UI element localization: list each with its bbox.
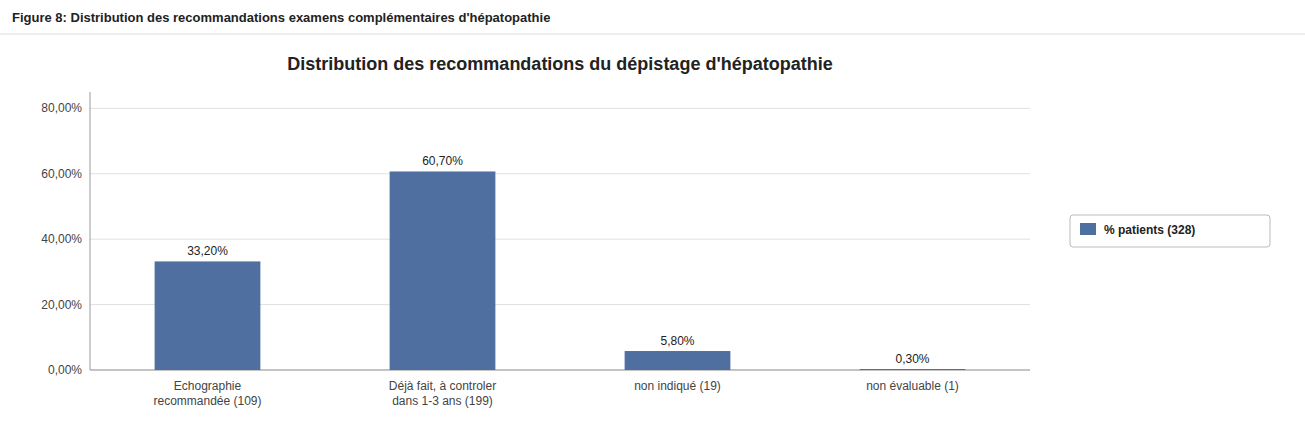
x-tick-label: non évaluable (1)	[866, 379, 959, 393]
grid	[90, 108, 1030, 370]
y-axis: 0,00% 20,00% 40,00% 60,00% 80,00%	[41, 92, 90, 377]
y-axis-line	[90, 92, 91, 370]
page: {"chart_data": {"type": "bar", "title": …	[0, 0, 1305, 442]
legend-label: % patients (328)	[1104, 223, 1195, 237]
legend-swatch	[1080, 223, 1096, 235]
y-tick-label: 60,00%	[41, 167, 82, 181]
grid-line	[90, 173, 1030, 174]
y-tick-label: 0,00%	[48, 363, 82, 377]
grid-line	[90, 239, 1030, 240]
data-label: 5,80%	[660, 334, 694, 348]
data-labels: 33,20% 60,70% 5,80% 0,30%	[187, 154, 930, 366]
grid-line	[90, 108, 1030, 109]
data-label: 0,30%	[895, 352, 929, 366]
chart: Figure 8: Distribution des recommandatio…	[0, 0, 1305, 442]
bar	[390, 171, 496, 370]
x-tick-label: non indiqué (19)	[634, 379, 721, 393]
y-tick-label: 40,00%	[41, 232, 82, 246]
separator	[0, 34, 1305, 35]
bar	[860, 369, 966, 370]
x-tick-line: non indiqué (19)	[634, 379, 721, 393]
title: Distribution des recommandations du dépi…	[287, 54, 832, 74]
x-tick-line: Déjà fait, à controler	[389, 379, 496, 393]
bar	[155, 261, 261, 370]
subtitle: Figure 8: Distribution des recommandatio…	[12, 10, 550, 25]
x-tick-line: Echographie	[174, 379, 242, 393]
x-tick-line: dans 1-3 ans (199)	[392, 394, 493, 408]
x-tick-line: non évaluable (1)	[866, 379, 959, 393]
bar	[625, 351, 731, 370]
y-tick-label: 80,00%	[41, 101, 82, 115]
x-tick-label: Déjà fait, à controlerdans 1-3 ans (199)	[389, 379, 496, 408]
y-tick-label: 20,00%	[41, 298, 82, 312]
x-axis: Echographierecommandée (109) Déjà fait, à…	[153, 379, 958, 408]
data-label: 33,20%	[187, 244, 228, 258]
data-label: 60,70%	[422, 154, 463, 168]
x-tick-label: Echographierecommandée (109)	[153, 379, 261, 408]
x-tick-line: recommandée (109)	[153, 394, 261, 408]
bars	[155, 171, 966, 370]
legend-frame	[1070, 215, 1270, 247]
legend: % patients (328)	[1070, 215, 1270, 247]
